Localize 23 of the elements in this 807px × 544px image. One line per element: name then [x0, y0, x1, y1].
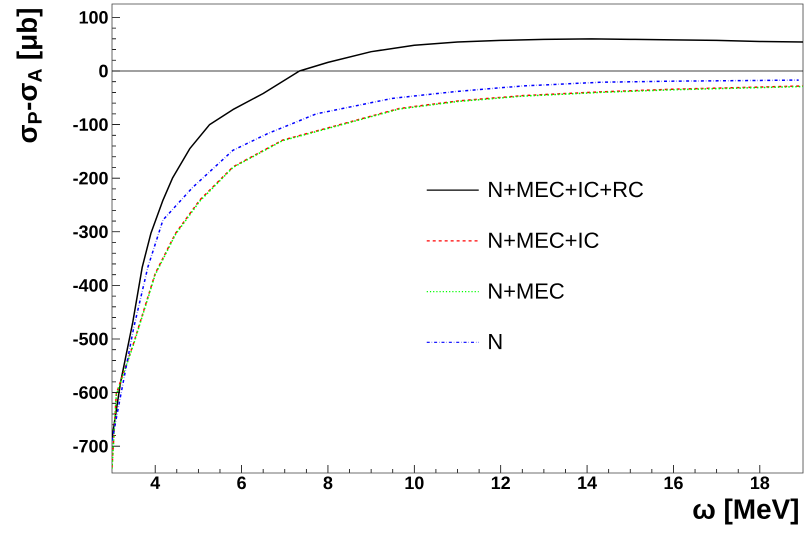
- x-tick-label: 4: [150, 476, 160, 489]
- x-tick-label: 8: [324, 476, 332, 490]
- x-tick-label: 6: [237, 476, 246, 490]
- legend-label: N: [489, 334, 502, 350]
- x-tick-label: 16: [664, 476, 683, 490]
- y-tick-label: -500: [73, 332, 108, 346]
- x-axis-title: ω [MeV]: [693, 498, 798, 524]
- legend-label: N+MEC+IC+RC: [489, 182, 644, 198]
- x-tick-label: 12: [492, 476, 510, 490]
- legend-label: N+MEC+IC: [489, 232, 599, 248]
- x-tick-label: 10: [405, 476, 424, 490]
- y-tick-label: -300: [73, 225, 108, 238]
- x-tick-label: 14: [578, 476, 597, 489]
- y-tick-label: 0: [99, 64, 108, 78]
- x-tick-label: 18: [750, 476, 770, 490]
- y-axis-title: σ$_{P}$-σ$_{A}$ [μb]: [16, 9, 42, 142]
- legend-label: N+MEC: [489, 283, 564, 299]
- y-tick-label: -700: [73, 440, 108, 453]
- y-tick-label: -200: [73, 172, 108, 185]
- y-tick-label: -600: [73, 386, 108, 399]
- y-tick-label: -400: [73, 279, 108, 292]
- y-tick-label: 100: [80, 11, 108, 24]
- y-tick-label: -100: [73, 118, 108, 131]
